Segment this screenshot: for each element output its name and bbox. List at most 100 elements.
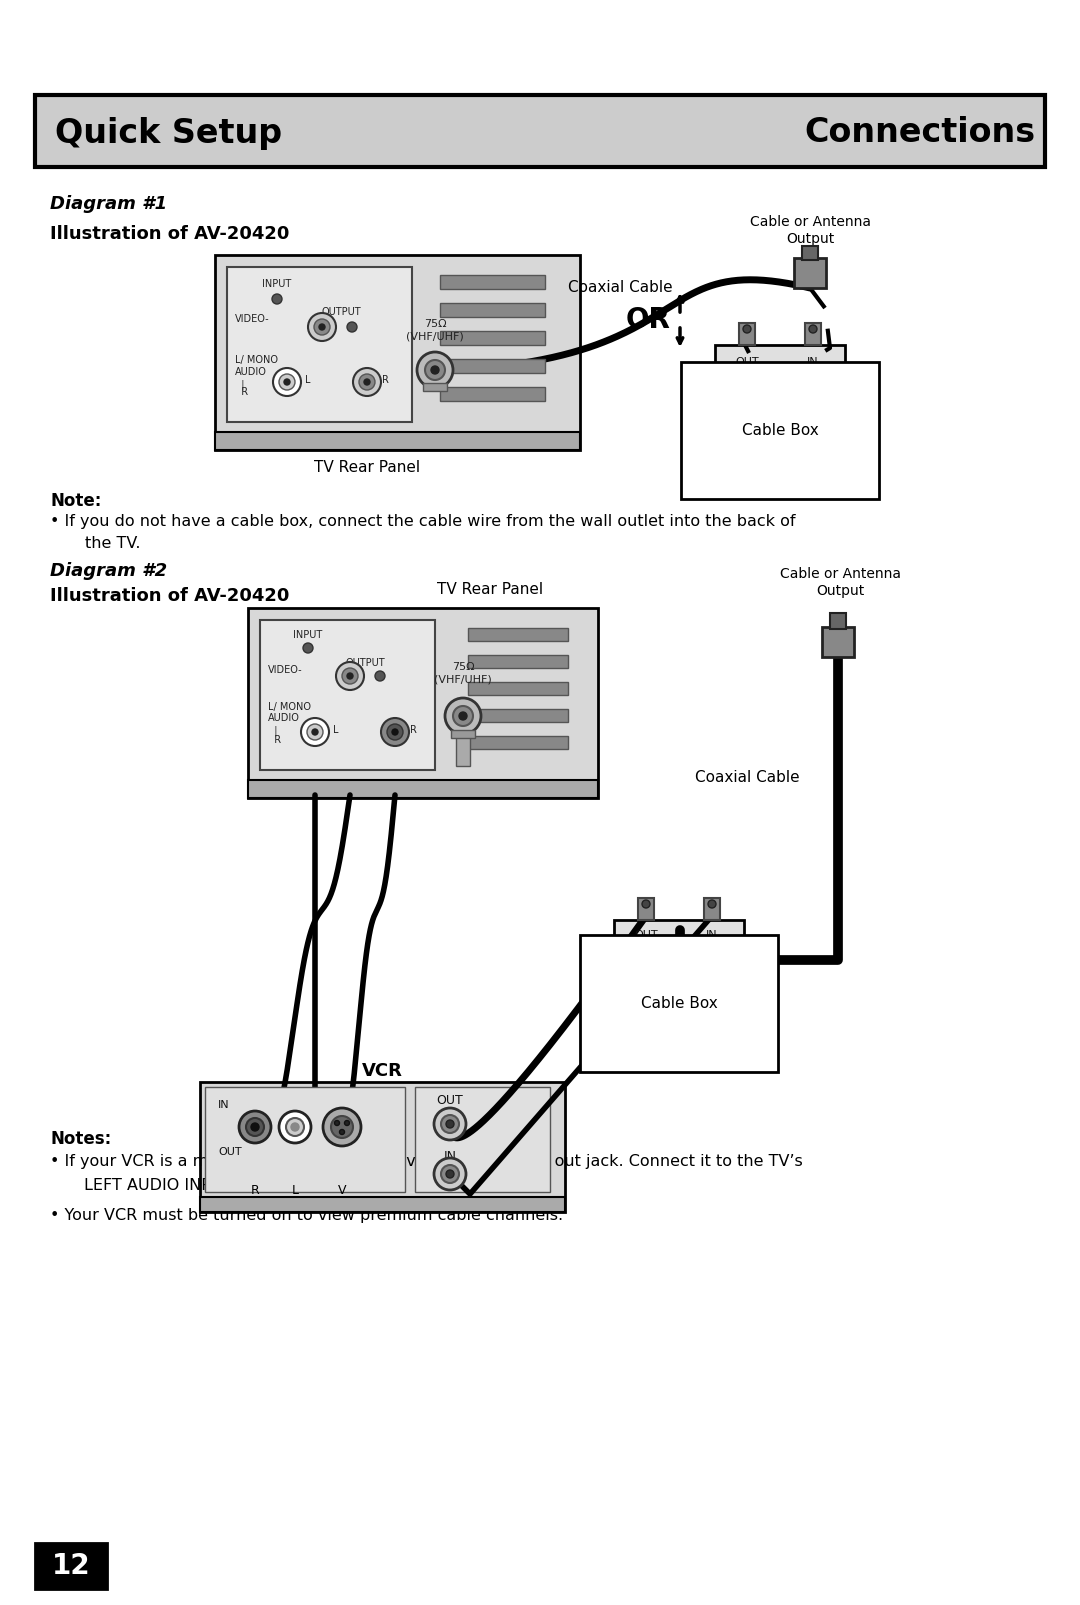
Circle shape [312, 729, 318, 735]
Bar [822, 628, 854, 656]
Bar [468, 628, 568, 640]
Bar [794, 258, 826, 287]
Circle shape [445, 698, 481, 733]
Text: L/ MONO: L/ MONO [235, 355, 278, 364]
Text: VIDEO-: VIDEO- [268, 664, 302, 676]
Circle shape [239, 1111, 271, 1143]
Circle shape [441, 1165, 459, 1183]
Text: • Your VCR must be turned on to view premium cable channels.: • Your VCR must be turned on to view pre… [50, 1209, 563, 1223]
Circle shape [387, 724, 403, 740]
Text: Notes:: Notes: [50, 1130, 111, 1148]
Circle shape [291, 1124, 299, 1132]
Bar [260, 620, 435, 770]
Text: Illustration of AV-20420: Illustration of AV-20420 [50, 587, 289, 605]
Circle shape [339, 1130, 345, 1135]
Circle shape [364, 379, 370, 385]
Circle shape [359, 374, 375, 390]
Bar [423, 384, 447, 392]
Bar [831, 613, 846, 629]
Circle shape [272, 294, 282, 303]
Text: OR: OR [625, 307, 671, 334]
Text: OUT: OUT [634, 929, 658, 941]
Circle shape [336, 661, 364, 690]
Text: INPUT: INPUT [262, 279, 292, 289]
Bar [415, 1087, 550, 1193]
Text: • If your VCR is a mono sound unit, it will have only one audio out jack. Connec: • If your VCR is a mono sound unit, it w… [50, 1154, 802, 1168]
Circle shape [347, 323, 357, 332]
Text: Diagram #1: Diagram #1 [50, 194, 167, 213]
Text: VCR: VCR [362, 1063, 403, 1080]
Text: |: | [268, 725, 278, 737]
Text: INPUT: INPUT [294, 631, 323, 640]
Text: OUT: OUT [735, 356, 759, 368]
Circle shape [426, 360, 445, 380]
Circle shape [434, 1107, 465, 1140]
Bar [468, 682, 568, 695]
Bar [468, 709, 568, 722]
Text: Cable Box: Cable Box [742, 424, 819, 438]
Text: Diagram #2: Diagram #2 [50, 562, 167, 579]
Circle shape [301, 717, 329, 746]
Bar [440, 331, 545, 345]
Circle shape [459, 713, 467, 721]
Bar [715, 345, 845, 416]
Text: Cable or Antenna: Cable or Antenna [780, 567, 901, 581]
Circle shape [284, 379, 291, 385]
Bar [440, 303, 545, 318]
Circle shape [446, 1120, 454, 1128]
Circle shape [307, 724, 323, 740]
Bar [456, 737, 470, 766]
Text: 75Ω
(VHF/UHF): 75Ω (VHF/UHF) [406, 319, 464, 342]
Bar [35, 95, 1045, 167]
Text: OUT: OUT [218, 1148, 242, 1157]
Bar [205, 1087, 405, 1193]
Text: IN: IN [706, 929, 718, 941]
Bar [248, 780, 598, 798]
Text: IN: IN [218, 1099, 230, 1111]
Bar [440, 274, 545, 289]
Circle shape [446, 1170, 454, 1178]
Text: OUT: OUT [436, 1095, 463, 1107]
Circle shape [375, 671, 384, 681]
Text: R: R [382, 376, 389, 385]
Text: AUDIO: AUDIO [268, 713, 300, 722]
Text: VIDEO-: VIDEO- [235, 315, 270, 324]
Circle shape [345, 1120, 350, 1125]
Text: IN: IN [444, 1151, 457, 1164]
Text: V: V [338, 1184, 347, 1197]
Bar [200, 1082, 565, 1212]
Text: R: R [235, 387, 248, 396]
Circle shape [809, 324, 816, 332]
Text: IN: IN [807, 356, 819, 368]
Bar [468, 737, 568, 750]
Text: R: R [410, 725, 417, 735]
Bar [615, 920, 744, 989]
Text: L: L [292, 1184, 298, 1197]
Bar [440, 387, 545, 401]
Text: Cable Box: Cable Box [640, 997, 717, 1011]
Bar [248, 608, 598, 798]
Circle shape [330, 1115, 353, 1138]
Circle shape [308, 313, 336, 340]
Text: Coaxial Cable: Coaxial Cable [696, 770, 799, 785]
Text: AUDIO: AUDIO [235, 368, 267, 377]
Circle shape [392, 729, 399, 735]
Bar [451, 730, 475, 738]
Circle shape [353, 368, 381, 396]
Text: Output: Output [786, 233, 834, 246]
Circle shape [273, 368, 301, 396]
Circle shape [251, 1124, 259, 1132]
Circle shape [279, 1111, 311, 1143]
Text: Connections: Connections [804, 117, 1035, 149]
Text: Coaxial Cable: Coaxial Cable [568, 279, 673, 295]
Bar [638, 899, 654, 920]
Text: 12: 12 [52, 1552, 91, 1579]
Text: Illustration of AV-20420: Illustration of AV-20420 [50, 225, 289, 242]
Text: 75Ω
(VHF/UHF): 75Ω (VHF/UHF) [434, 661, 491, 684]
Circle shape [347, 672, 353, 679]
Bar [200, 1197, 565, 1212]
Circle shape [417, 351, 453, 388]
Circle shape [319, 324, 325, 331]
Circle shape [381, 717, 409, 746]
Text: LEFT AUDIO INPUT.: LEFT AUDIO INPUT. [84, 1178, 235, 1193]
